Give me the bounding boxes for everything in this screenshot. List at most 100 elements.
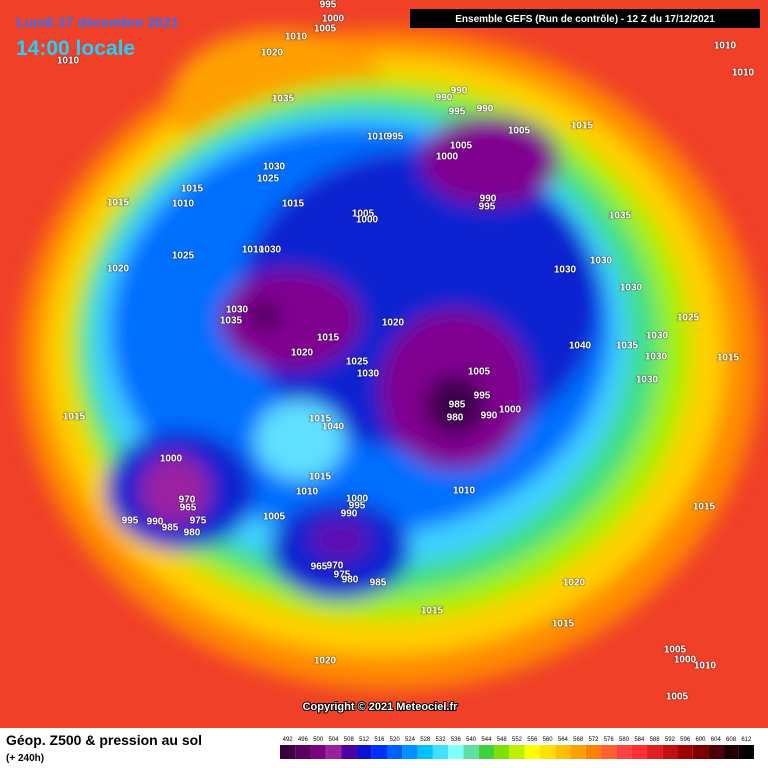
pressure-label: 1000 xyxy=(160,454,183,465)
scale-label: 536 xyxy=(451,737,462,743)
scale-swatch xyxy=(280,745,296,759)
scale-swatch xyxy=(295,745,311,759)
pressure-label: 990 xyxy=(480,194,497,205)
pressure-label: 1005 xyxy=(664,645,687,656)
scale-swatch xyxy=(585,745,602,759)
pressure-label: 1020 xyxy=(382,318,405,329)
scale-label: 596 xyxy=(680,737,691,743)
pressure-label: 1010 xyxy=(694,661,717,672)
pressure-label: 1015 xyxy=(181,184,204,195)
scale-label: 548 xyxy=(497,737,508,743)
pressure-label: 1015 xyxy=(282,199,305,210)
pressure-label: 1005 xyxy=(263,512,286,523)
pressure-label: 965 xyxy=(311,562,328,573)
scale-swatch xyxy=(570,745,586,759)
pressure-label: 1015 xyxy=(552,619,575,630)
pressure-label: 1030 xyxy=(263,162,286,173)
pressure-label: 990 xyxy=(481,411,498,422)
pressure-label: 1010 xyxy=(296,487,319,498)
scale-swatch xyxy=(371,745,388,759)
pressure-label: 990 xyxy=(147,517,164,528)
pressure-label: 1010 xyxy=(285,32,308,43)
scale-label: 508 xyxy=(344,737,355,743)
scale-swatch xyxy=(631,745,647,759)
pressure-label: 1035 xyxy=(609,211,632,222)
scale-swatch xyxy=(723,745,739,759)
scale-label: 612 xyxy=(741,737,752,743)
scale-swatch xyxy=(646,745,663,759)
scale-swatch xyxy=(662,745,678,759)
scale-swatch xyxy=(356,745,372,759)
pressure-label: 1025 xyxy=(257,174,280,185)
scale-label: 500 xyxy=(313,737,324,743)
pressure-label: 1025 xyxy=(677,313,700,324)
scale-label: 588 xyxy=(650,737,661,743)
pressure-label: 1015 xyxy=(309,472,332,483)
pressure-label: 975 xyxy=(334,570,351,581)
pressure-label: 1020 xyxy=(261,48,284,59)
pressure-label: 995 xyxy=(474,391,491,402)
scale-swatch xyxy=(417,745,433,759)
pressure-label: 1000 xyxy=(346,494,369,505)
pressure-label: 1035 xyxy=(272,94,295,105)
pressure-label: 1000 xyxy=(436,152,459,163)
scale-swatch xyxy=(310,745,326,759)
pressure-label: 1015 xyxy=(421,606,444,617)
pressure-label: 1020 xyxy=(563,578,586,589)
scale-swatch xyxy=(601,745,617,759)
scale-swatch xyxy=(616,745,632,759)
pressure-label: 1010 xyxy=(714,41,737,52)
footer-title: Géop. Z500 & pression au sol xyxy=(6,732,202,748)
scale-swatch xyxy=(539,745,556,759)
scale-label: 564 xyxy=(558,737,569,743)
scale-label: 504 xyxy=(329,737,340,743)
scale-swatch xyxy=(478,745,495,759)
scale-swatch xyxy=(738,745,754,759)
scale-swatch xyxy=(524,745,540,759)
pressure-label: 1030 xyxy=(259,245,282,256)
pressure-label: 1030 xyxy=(590,256,613,267)
footer-subtitle: (+ 240h) xyxy=(6,753,44,764)
scale-label: 544 xyxy=(481,737,492,743)
pressure-label: 1030 xyxy=(636,375,659,386)
pressure-label: 990 xyxy=(451,86,468,97)
copyright: Copyright © 2021 Meteociel.fr xyxy=(303,701,459,713)
scale-label: 584 xyxy=(634,737,645,743)
pressure-label: 1010 xyxy=(453,486,476,497)
scale-swatch xyxy=(555,745,571,759)
pressure-label: 975 xyxy=(190,516,207,527)
pressure-label: 1040 xyxy=(569,341,592,352)
scale-swatch xyxy=(708,745,724,759)
scale-label: 532 xyxy=(436,737,447,743)
pressure-label: 1005 xyxy=(468,367,491,378)
scale-label: 592 xyxy=(665,737,676,743)
scale-label: 528 xyxy=(420,737,431,743)
pressure-label: 1035 xyxy=(220,316,243,327)
pressure-label: 970 xyxy=(179,495,196,506)
pressure-label: 1030 xyxy=(645,352,668,363)
scale-swatch xyxy=(325,745,342,759)
pressure-label: 995 xyxy=(479,202,496,213)
scale-label: 512 xyxy=(359,737,370,743)
pressure-label: 995 xyxy=(320,0,337,11)
pressure-label: 1020 xyxy=(314,656,337,667)
scale-label: 520 xyxy=(390,737,401,743)
isobar-labels: 9951000100510101010102010351030102510151… xyxy=(56,0,755,703)
pressure-label: 1010 xyxy=(172,199,195,210)
pressure-label: 1030 xyxy=(357,369,380,380)
pressure-label: 1030 xyxy=(226,305,249,316)
scale-label: 556 xyxy=(527,737,538,743)
local-time: 14:00 locale xyxy=(16,37,135,60)
pressure-label: 1015 xyxy=(693,502,716,513)
pressure-label: 1035 xyxy=(616,341,639,352)
pressure-label: 1030 xyxy=(554,265,577,276)
scale-swatch xyxy=(432,745,449,759)
pressure-label: 1000 xyxy=(499,405,522,416)
map xyxy=(0,0,768,728)
pressure-label: 985 xyxy=(449,400,466,411)
scale-label: 568 xyxy=(573,737,584,743)
scale-swatch xyxy=(341,745,357,759)
color-scale: 492 496 500 504 508 512 516 520 524 528 532 536 540 5… xyxy=(280,737,754,759)
pressure-label: 1005 xyxy=(314,24,337,35)
